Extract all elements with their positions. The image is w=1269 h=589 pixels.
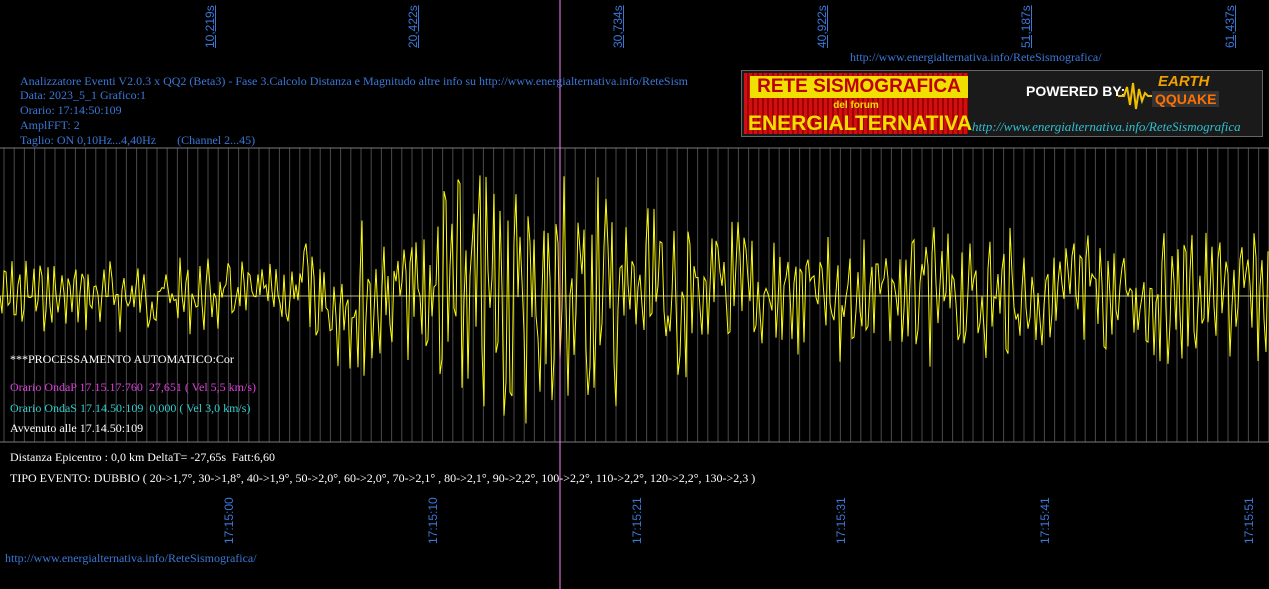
- bottom-axis-label: 17:15:21: [630, 497, 644, 544]
- epicenter-distance: Distanza Epicentro : 0,0 km DeltaT= -27,…: [10, 450, 276, 464]
- time-grid: [3, 148, 1269, 442]
- top-axis-label: 51,187s: [1019, 5, 1033, 48]
- event-occurred-time: Avvenuto alle 17.14.50:109: [10, 421, 144, 435]
- bottom-axis-label: 17:15:00: [222, 497, 236, 544]
- onda-p-time: Orario OndaP 17.15.17:760 27,651 ( Vel 5…: [10, 380, 256, 394]
- bottom-url-link[interactable]: http://www.energialternativa.info/ReteSi…: [5, 551, 257, 565]
- header-filter: Taglio: ON 0,10Hz...4,40Hz (Channel 2...…: [20, 133, 256, 147]
- top-axis-label: 40,922s: [815, 5, 829, 48]
- banner-logo-block: RETE SISMOGRAFICA del forum ENERGIALTERN…: [744, 73, 972, 135]
- bottom-axis-label: 17:15:41: [1038, 497, 1052, 544]
- banner-title: RETE SISMOGRAFICA: [750, 76, 968, 98]
- header-time: Orario: 17:14:50:109: [20, 103, 122, 117]
- header-title: Analizzatore Eventi V2.0.3 x QQ2 (Beta3)…: [20, 74, 688, 88]
- top-axis-label: 61,437s: [1223, 5, 1237, 48]
- onda-s-time: Orario OndaS 17.14.50:109 0,000 ( Vel 3,…: [10, 401, 251, 415]
- header-date: Data: 2023_5_1 Grafico:1: [20, 88, 146, 102]
- top-axis-label: 10,219s: [203, 5, 217, 48]
- top-url-link[interactable]: http://www.energialternativa.info/ReteSi…: [850, 50, 1102, 64]
- rete-sismografica-banner[interactable]: RETE SISMOGRAFICA del forum ENERGIALTERN…: [741, 70, 1263, 137]
- seismic-trace: [0, 175, 1269, 424]
- bottom-axis-label: 17:15:10: [426, 497, 440, 544]
- header-ampl: AmplFFT: 2: [20, 118, 80, 132]
- banner-powered-by: POWERED BY:: [1026, 83, 1126, 99]
- banner-earth-logo: EARTH: [1158, 73, 1210, 90]
- event-type: TIPO EVENTO: DUBBIO ( 20->1,7°, 30->1,8°…: [10, 471, 756, 485]
- banner-qquake-logo: QQUAKE: [1152, 91, 1220, 107]
- earthquake-wave-icon: [1118, 82, 1158, 110]
- processing-status: ***PROCESSAMENTO AUTOMATICO:Cor: [10, 352, 234, 366]
- top-axis-label: 30,734s: [611, 5, 625, 48]
- banner-name: ENERGIALTERNATIVA: [748, 112, 972, 135]
- banner-subtitle: del forum: [833, 100, 879, 111]
- top-axis-label: 20,422s: [406, 5, 420, 48]
- bottom-axis-label: 17:15:31: [834, 497, 848, 544]
- banner-url: http://www.energialternativa.info/ReteSi…: [972, 119, 1241, 134]
- bottom-axis-label: 17:15:51: [1242, 497, 1256, 544]
